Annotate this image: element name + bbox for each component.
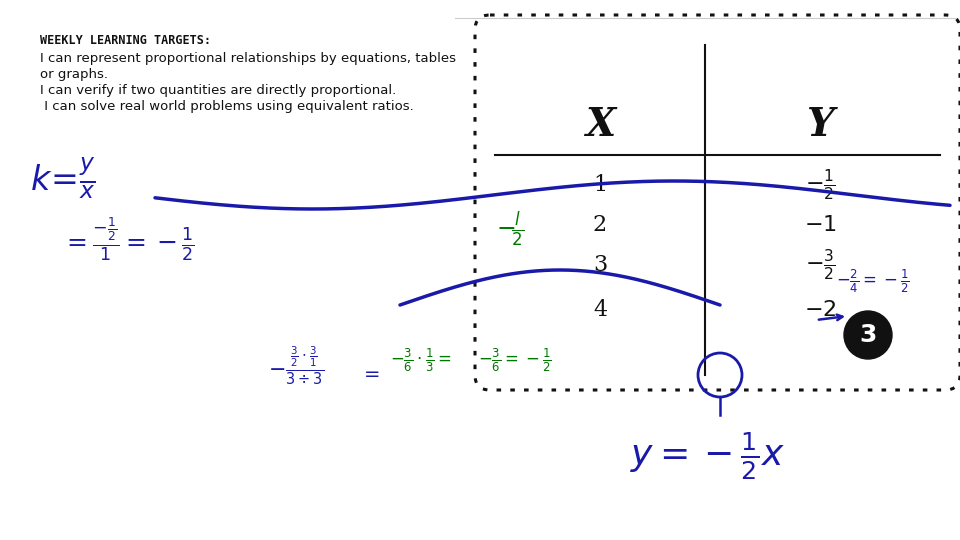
Text: 4: 4 [593,299,607,321]
Text: $k\!=\!\frac{y}{x}$: $k\!=\!\frac{y}{x}$ [30,155,96,201]
Text: 2: 2 [593,214,607,236]
Text: 3: 3 [593,254,607,276]
Text: $-1$: $-1$ [804,214,836,236]
Text: $-\frac{\frac{3}{2}\cdot\frac{3}{1}}{3\div3}$: $-\frac{\frac{3}{2}\cdot\frac{3}{1}}{3\d… [268,345,324,387]
Text: $-\frac{3}{6}=-\frac{1}{2}$: $-\frac{3}{6}=-\frac{1}{2}$ [478,347,552,374]
Text: $=\frac{-\frac{1}{2}}{1}=-\frac{1}{2}$: $=\frac{-\frac{1}{2}}{1}=-\frac{1}{2}$ [62,215,195,263]
Text: $-\frac{3}{2}$: $-\frac{3}{2}$ [804,247,835,282]
Text: WEEKLY LEARNING TARGETS:: WEEKLY LEARNING TARGETS: [40,34,211,47]
Text: $y=-\frac{1}{2}x$: $y=-\frac{1}{2}x$ [630,430,785,482]
Text: Y: Y [806,106,834,144]
Text: 1: 1 [593,174,607,196]
Circle shape [844,311,892,359]
Text: $=$: $=$ [360,363,380,382]
Text: $-\frac{2}{4}=-\frac{1}{2}$: $-\frac{2}{4}=-\frac{1}{2}$ [836,268,910,295]
Text: or graphs.: or graphs. [40,68,108,81]
Text: $-\frac{1}{2}$: $-\frac{1}{2}$ [804,167,835,202]
Text: I can represent proportional relationships by equations, tables: I can represent proportional relationshi… [40,52,456,65]
Text: X: X [585,106,615,144]
Text: $-\frac{3}{6}\cdot\frac{1}{3}=$: $-\frac{3}{6}\cdot\frac{1}{3}=$ [390,347,452,374]
Text: I can verify if two quantities are directly proportional.: I can verify if two quantities are direc… [40,84,396,97]
Text: I can solve real world problems using equivalent ratios.: I can solve real world problems using eq… [40,100,414,113]
Text: 3: 3 [859,323,876,347]
Text: $-2$: $-2$ [804,299,836,321]
Text: $-\!\frac{l}{2}$: $-\!\frac{l}{2}$ [495,211,524,249]
